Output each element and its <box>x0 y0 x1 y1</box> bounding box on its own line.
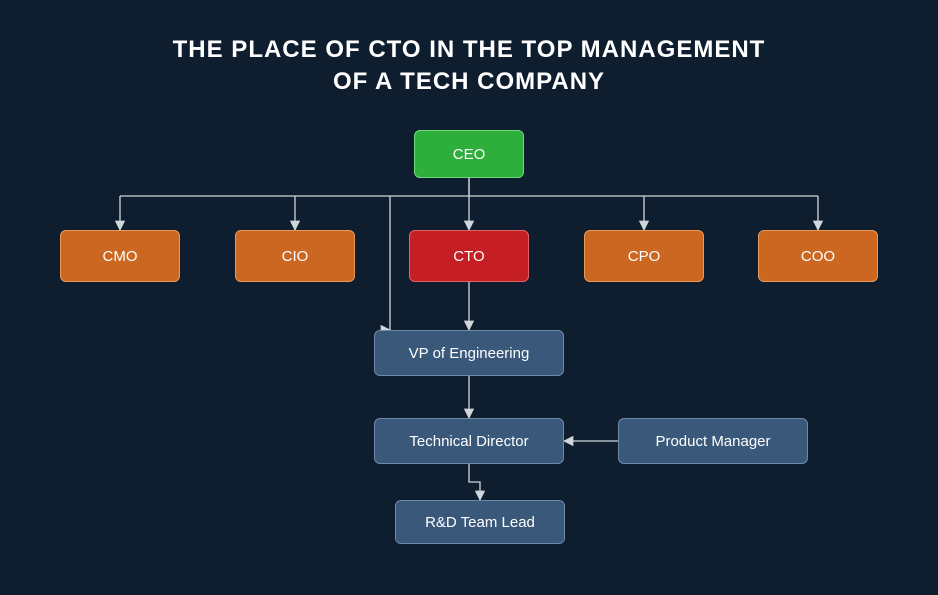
node-vpe: VP of Engineering <box>374 330 564 376</box>
node-td: Technical Director <box>374 418 564 464</box>
node-coo: COO <box>758 230 878 282</box>
node-cto: CTO <box>409 230 529 282</box>
node-cio: CIO <box>235 230 355 282</box>
node-pm: Product Manager <box>618 418 808 464</box>
node-cmo: CMO <box>60 230 180 282</box>
node-cpo: CPO <box>584 230 704 282</box>
node-rnd: R&D Team Lead <box>395 500 565 544</box>
node-ceo: CEO <box>414 130 524 178</box>
